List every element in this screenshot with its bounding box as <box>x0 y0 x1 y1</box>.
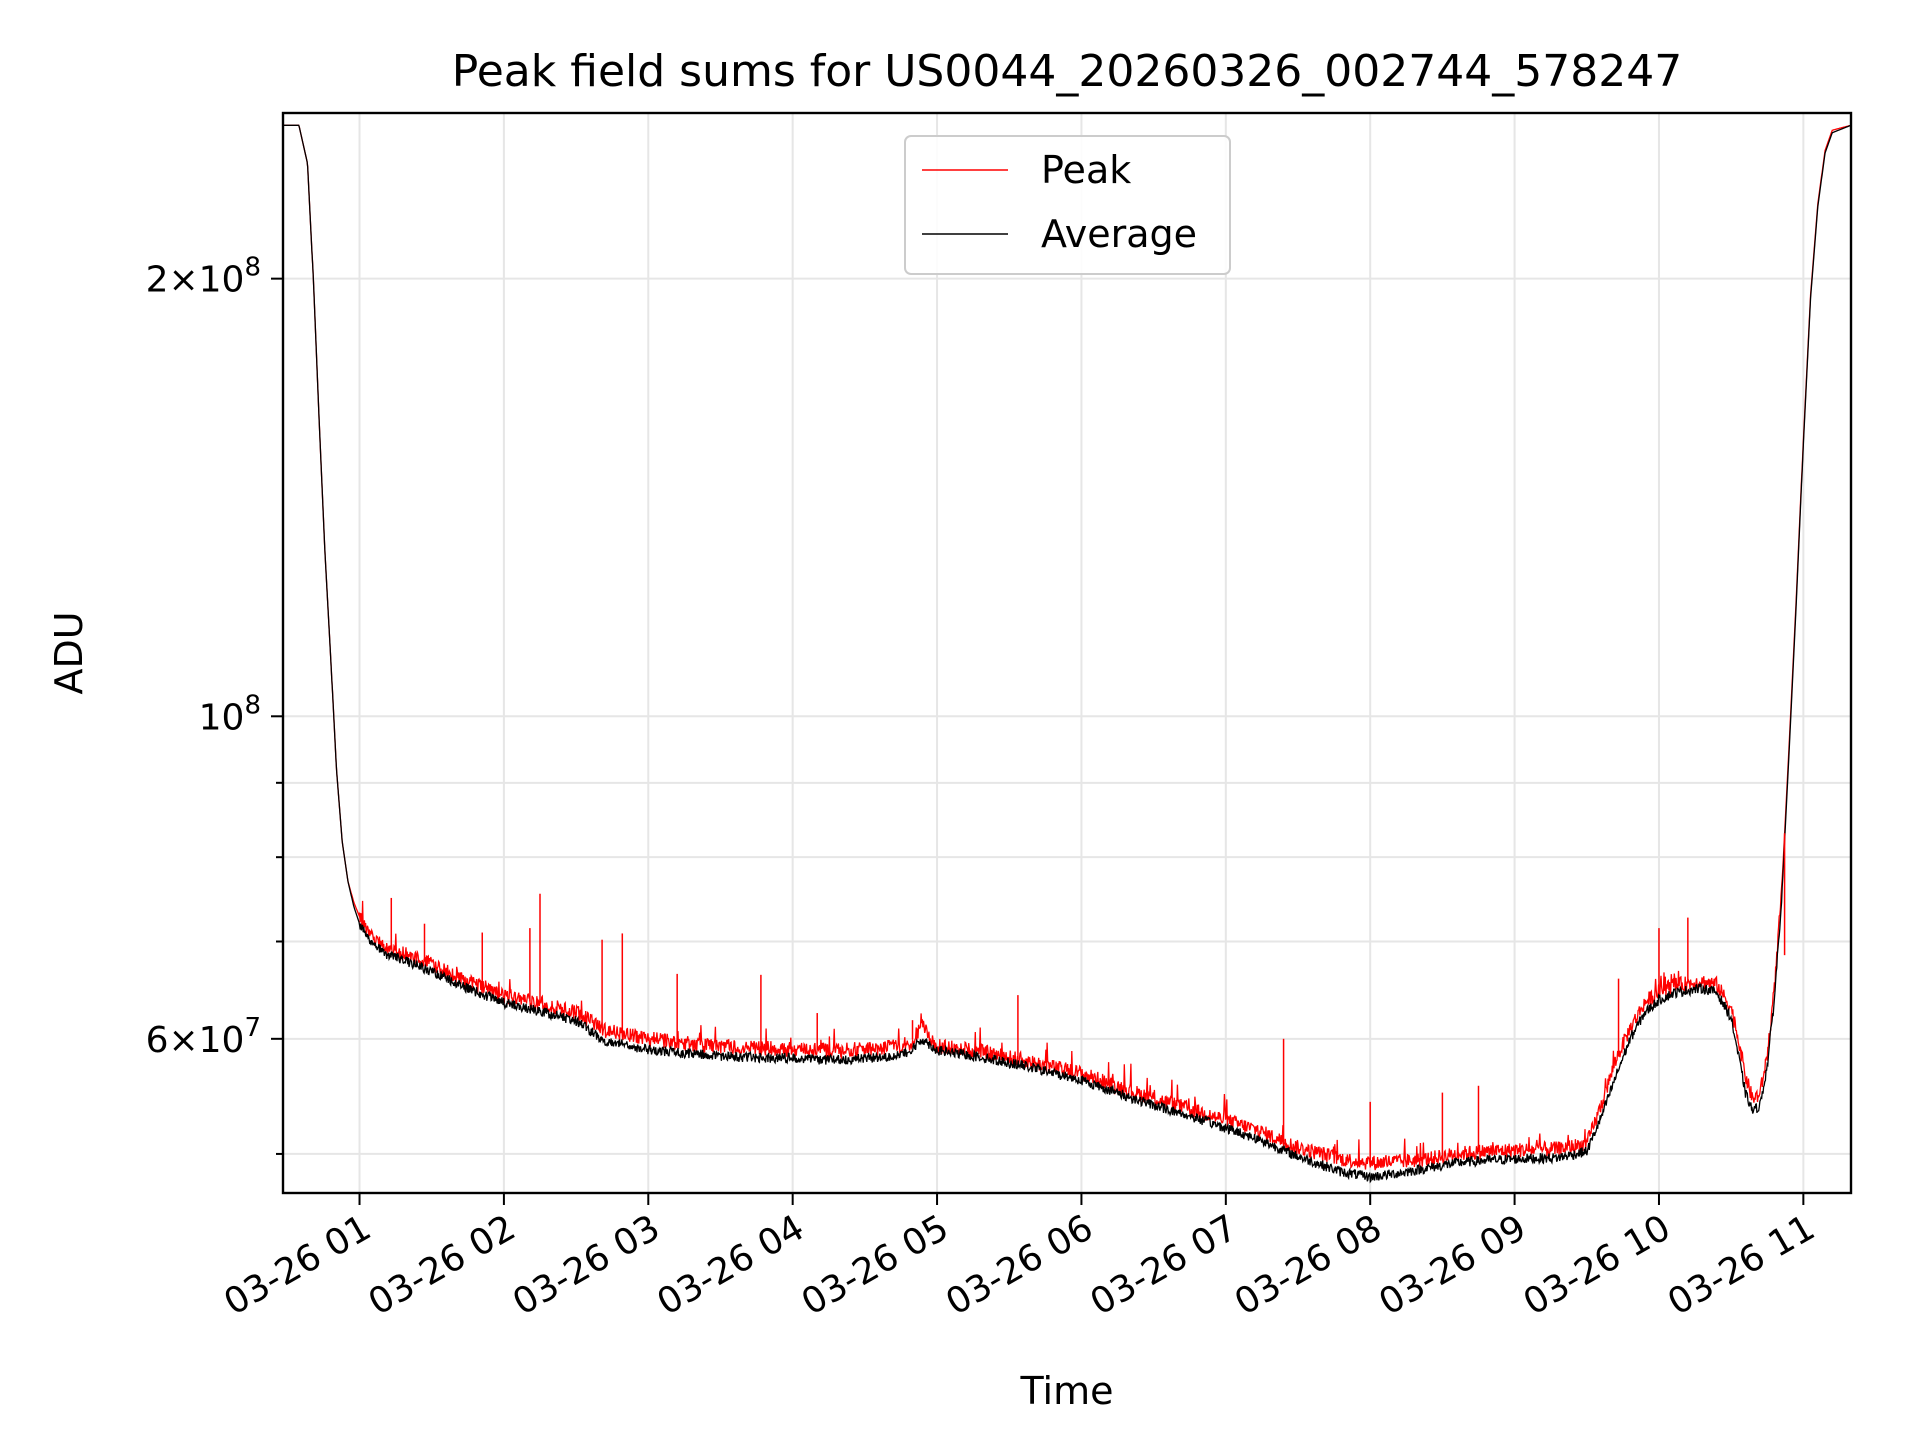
y-tick-label: 108 <box>199 690 261 738</box>
series-line-average <box>283 124 1852 1184</box>
x-axis-label: Time <box>1020 1369 1114 1413</box>
plot-frame <box>281 111 1853 1195</box>
y-tick-label: 2×108 <box>146 253 261 301</box>
legend-label-peak: Peak <box>1041 148 1131 192</box>
legend: Peak Average <box>904 135 1231 275</box>
y-axis-label: ADU <box>47 611 91 694</box>
legend-label-average: Average <box>1041 212 1197 256</box>
grid-layer <box>283 113 1851 1193</box>
y-tick-label: 6×107 <box>146 1013 261 1061</box>
series-layer <box>283 124 1852 1184</box>
chart-title: Peak field sums for US0044_20260326_0027… <box>452 46 1682 97</box>
